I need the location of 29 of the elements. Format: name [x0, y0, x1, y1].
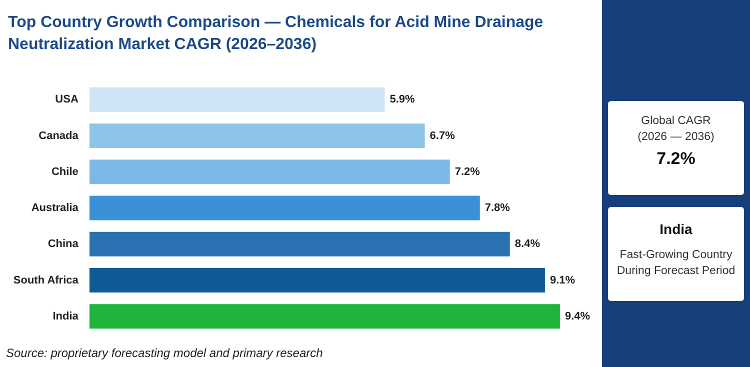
bar — [89, 160, 450, 184]
data-label: 7.2% — [454, 166, 480, 178]
data-label: 8.4% — [514, 238, 540, 250]
data-label: 6.7% — [430, 130, 456, 142]
bar — [89, 87, 385, 112]
bar — [89, 268, 545, 293]
text: During Forecast Period — [616, 264, 736, 279]
text: 7.2% — [656, 149, 696, 168]
text: (2026 — 2036) — [636, 130, 716, 145]
y-tick-label: Canada — [38, 130, 80, 142]
data-label: 9.1% — [550, 274, 576, 286]
y-tick-label: India — [52, 310, 80, 322]
y-tick-label: South Africa — [13, 274, 80, 286]
y-tick-label: Chile — [51, 166, 78, 178]
text: Fast-Growing Country — [618, 248, 734, 263]
text: Global CAGR — [640, 114, 712, 129]
data-label: 5.9% — [390, 94, 416, 106]
source-note: Source: proprietary forecasting model and primary research — [6, 346, 323, 360]
bar — [89, 232, 510, 256]
data-label: 7.8% — [484, 202, 510, 214]
y-tick-label: China — [48, 238, 80, 250]
y-tick-label: Australia — [31, 202, 80, 214]
bar — [89, 196, 480, 220]
bar — [89, 304, 560, 329]
y-tick-label: USA — [55, 94, 78, 106]
bar — [89, 123, 425, 148]
chart-title: Top Country Growth Comparison — Chemicals for Acid Mine Drainage Neutralization Market CAGR (2026–2036) — [8, 13, 544, 55]
data-label: 9.4% — [564, 310, 590, 322]
text: India — [658, 221, 694, 237]
